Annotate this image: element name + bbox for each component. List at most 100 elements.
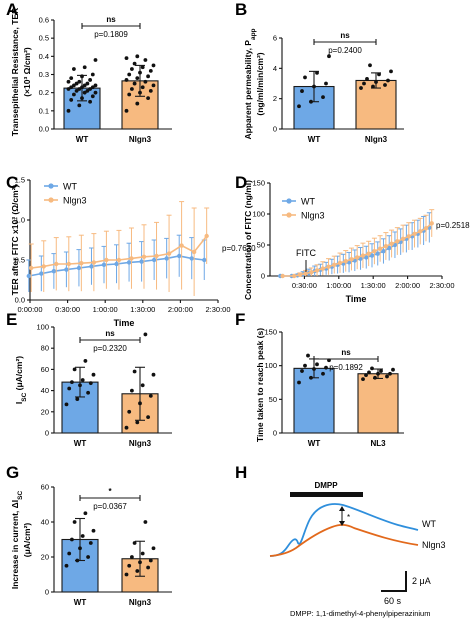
p-value-e: p=0.2320 [93,344,127,353]
data-point-a [77,103,82,108]
data-point-b [321,95,325,100]
data-point-d [412,231,417,237]
x-tick-label-c: 1:00:00 [93,305,118,314]
y-tick-label-e: 60 [41,365,49,374]
data-point-c [179,243,184,248]
x-tick-label-d: 1:30:00 [361,281,386,290]
significance-label-g: * [108,487,112,496]
data-point-b [297,104,301,109]
x-tick-label-d: 1:00:00 [326,281,351,290]
data-point-c [191,249,197,255]
y-tick-label-a: 0.4 [39,52,49,61]
p-value-c: p=0.7630 [222,244,256,253]
data-point-a [77,79,82,84]
data-point-g [64,563,69,568]
data-point-e [67,386,72,391]
data-point-a [135,54,140,59]
data-point-a [124,56,129,61]
data-point-e [83,359,88,363]
data-point-g [143,520,148,524]
data-point-d [355,255,360,260]
data-point-c [29,265,34,271]
y-tick-label-d: 50 [257,241,265,250]
data-point-g [138,560,142,565]
data-point-f [321,371,325,376]
data-point-a [140,65,145,70]
data-point-g [72,520,77,524]
data-point-c [141,254,147,259]
trace-label-nlgn3-h: Nlgn3 [422,540,446,550]
data-point-a [143,79,148,84]
panel-letter-a: A [6,0,18,19]
data-point-e [151,372,156,377]
data-point-a [140,85,145,90]
panel-letter-b: B [235,0,247,19]
data-point-a [151,83,156,88]
data-point-b [386,78,390,83]
trace-label-wt-h: WT [422,519,436,529]
y-axis-label-g: Increase in current, ΔISC [10,491,24,590]
data-point-d [369,253,375,258]
data-point-a [148,88,153,93]
data-point-d [366,251,371,256]
y-tick-label-a: 0.1 [39,106,49,115]
data-point-e [130,388,134,393]
data-point-b [362,81,366,86]
data-point-e [78,383,82,388]
data-point-a [93,83,98,88]
y-tick-label-d: 150 [252,179,265,188]
data-point-d [320,266,325,271]
data-point-a [124,108,129,113]
data-point-d [429,221,434,226]
legend-label-d-1: Nlgn3 [301,211,325,221]
data-point-c [204,233,209,239]
data-point-a [90,94,95,99]
category-label-a-1: Nlgn3 [129,135,152,144]
data-point-a [66,79,71,84]
category-label-g-1: Nlgn3 [129,598,152,607]
data-point-d [297,272,303,277]
data-point-d [383,244,389,249]
panel-letter-g: G [6,463,19,482]
category-label-a-0: WT [76,135,89,144]
data-point-e [72,367,77,372]
data-point-c [189,256,194,261]
data-point-a [85,81,90,86]
data-point-a [127,72,132,77]
data-point-a [138,90,142,95]
data-point-e [140,383,145,388]
y-tick-label-c: 0.0 [15,296,25,305]
data-point-d [395,239,400,244]
x-tick-label-d: 2:30:00 [429,281,454,290]
y-tick-label-a: 0.2 [39,88,49,97]
data-point-a [135,101,140,106]
data-point-e [143,332,148,337]
data-point-e [135,420,140,425]
data-point-e [91,372,96,377]
data-point-b [309,99,313,104]
data-point-a [127,92,132,97]
data-point-a [138,70,142,75]
data-point-f [379,369,383,373]
data-point-g [86,555,90,559]
data-point-a [135,76,140,81]
x-axis-label-c: Time [114,318,135,328]
data-point-c [91,260,97,265]
significance-label-f: ns [341,348,351,357]
data-point-e [88,381,93,386]
data-point-a [82,65,87,70]
data-point-a [66,108,71,113]
y-tick-label-d: 100 [252,210,265,219]
data-point-a [132,81,137,86]
data-point-f [370,366,374,371]
data-point-g [78,546,82,551]
data-point-a [90,85,95,90]
category-label-f-1: NL3 [370,439,386,448]
x-tick-label-d: 0:30:00 [292,281,317,290]
data-point-c [139,259,144,264]
data-point-c [89,264,94,269]
y-tick-label-c: 0.5 [15,256,25,265]
data-point-f [309,375,313,380]
data-point-d [303,271,308,276]
